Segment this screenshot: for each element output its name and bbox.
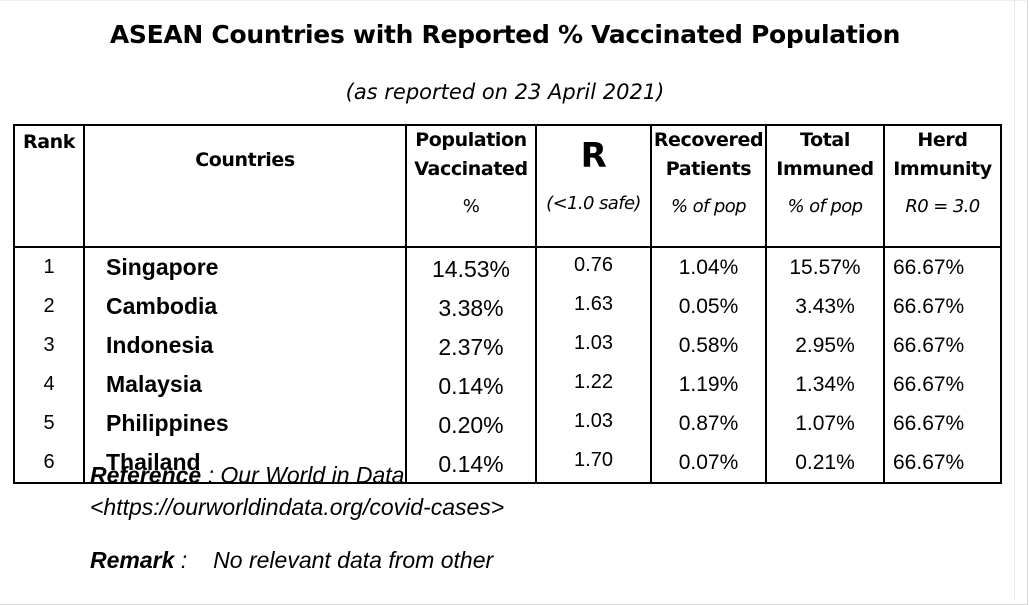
reference-url[interactable]: <https://ourworldindata.org/covid-cases> <box>90 494 505 520</box>
recovered-cell: 1.19% <box>650 365 767 404</box>
header-immuned-line1: Total <box>800 129 850 151</box>
vaccinated-cell: 0.14% <box>405 443 537 484</box>
table-row: 6 Thailand 0.14% 1.70 0.07% 0.21% 66.67% <box>13 443 1002 484</box>
country-cell: Philippines <box>83 404 407 443</box>
header-vaccinated-unit: % <box>462 196 480 217</box>
remark-label: Remark <box>90 547 175 573</box>
country-cell: Cambodia <box>83 287 407 326</box>
herd-cell: 66.67% <box>883 326 1002 365</box>
header-countries: Countries <box>83 124 407 247</box>
header-r: R (<1.0 safe) <box>535 124 652 247</box>
immuned-cell: 15.57% <box>765 246 885 287</box>
vaccination-table: Rank Countries Population Vaccinated % R… <box>13 124 1002 484</box>
header-r-label: R <box>580 136 607 176</box>
page-subtitle: (as reported on 23 April 2021) <box>345 80 665 104</box>
herd-cell: 66.67% <box>883 404 1002 443</box>
header-vaccinated: Population Vaccinated % <box>405 124 537 247</box>
r-cell: 1.03 <box>535 326 652 365</box>
recovered-cell: 0.58% <box>650 326 767 365</box>
header-r-unit: (<1.0 safe) <box>546 193 641 214</box>
rank-cell: 1 <box>13 246 85 287</box>
header-immuned-unit: % of pop <box>787 196 864 217</box>
header-recovered-unit: % of pop <box>671 196 747 217</box>
recovered-cell: 1.04% <box>650 246 767 287</box>
recovered-cell: 0.05% <box>650 287 767 326</box>
rank-cell: 4 <box>13 365 85 404</box>
reference-separator: : <box>201 462 221 488</box>
remark-separator: : <box>174 547 188 573</box>
herd-cell: 66.67% <box>883 287 1002 326</box>
r-cell: 1.03 <box>535 404 652 443</box>
table-header-row: Rank Countries Population Vaccinated % R… <box>13 124 1002 247</box>
herd-cell: 66.67% <box>883 443 1002 484</box>
header-recovered-line1: Recovered <box>653 129 764 151</box>
table-row: 3 Indonesia 2.37% 1.03 0.58% 2.95% 66.67… <box>13 326 1002 365</box>
recovered-cell: 0.07% <box>650 443 767 484</box>
country-cell: Thailand <box>83 443 407 484</box>
remark-text: No relevant data from other <box>213 547 494 573</box>
vaccinated-cell: 3.38% <box>405 287 537 326</box>
r-cell: 1.22 <box>535 365 652 404</box>
vaccinated-cell: 2.37% <box>405 326 537 365</box>
reference-source: Our World in Data <box>220 462 405 488</box>
table-row: 1 Singapore 14.53% 0.76 1.04% 15.57% 66.… <box>13 246 1002 287</box>
header-immuned-line2: Immuned <box>776 158 874 180</box>
header-herd-line1: Herd <box>917 129 968 151</box>
country-cell: Indonesia <box>83 326 407 365</box>
vaccinated-cell: 0.20% <box>405 404 537 443</box>
rank-cell: 5 <box>13 404 85 443</box>
reference-label: Reference <box>90 462 202 488</box>
rank-cell: 2 <box>13 287 85 326</box>
header-herd-line2: Immunity <box>893 158 992 180</box>
table-row: 4 Malaysia 0.14% 1.22 1.19% 1.34% 66.67% <box>13 365 1002 404</box>
immuned-cell: 0.21% <box>765 443 885 484</box>
r-cell: 1.63 <box>535 287 652 326</box>
immuned-cell: 1.34% <box>765 365 885 404</box>
header-vaccinated-line1: Population <box>415 129 527 151</box>
remark-block: Remark : No relevant data from other <box>90 544 493 576</box>
recovered-cell: 0.87% <box>650 404 767 443</box>
table-row: 2 Cambodia 3.38% 1.63 0.05% 3.43% 66.67% <box>13 287 1002 326</box>
reference-block: Reference : Our World in Data <https://o… <box>90 459 504 523</box>
reference-line: Reference : Our World in Data <box>90 459 504 491</box>
r-cell: 0.76 <box>535 246 652 287</box>
header-herd: Herd Immunity R0 = 3.0 <box>883 124 1002 247</box>
header-herd-unit: R0 = 3.0 <box>905 196 980 217</box>
r-cell: 1.70 <box>535 443 652 484</box>
header-recovered-line2: Patients <box>665 158 752 180</box>
herd-cell: 66.67% <box>883 365 1002 404</box>
rank-cell: 6 <box>13 443 85 484</box>
header-rank: Rank <box>13 124 85 247</box>
immuned-cell: 3.43% <box>765 287 885 326</box>
header-vaccinated-line2: Vaccinated <box>414 158 528 180</box>
header-recovered: Recovered Patients % of pop <box>650 124 767 247</box>
country-cell: Malaysia <box>83 365 407 404</box>
country-cell: Singapore <box>83 246 407 287</box>
herd-cell: 66.67% <box>883 246 1002 287</box>
immuned-cell: 2.95% <box>765 326 885 365</box>
header-immuned: Total Immuned % of pop <box>765 124 885 247</box>
vaccinated-cell: 14.53% <box>405 246 537 287</box>
page-title: ASEAN Countries with Reported % Vaccinat… <box>109 20 901 49</box>
gridline <box>1014 0 1015 600</box>
vaccinated-cell: 0.14% <box>405 365 537 404</box>
immuned-cell: 1.07% <box>765 404 885 443</box>
table-row: 5 Philippines 0.20% 1.03 0.87% 1.07% 66.… <box>13 404 1002 443</box>
rank-cell: 3 <box>13 326 85 365</box>
